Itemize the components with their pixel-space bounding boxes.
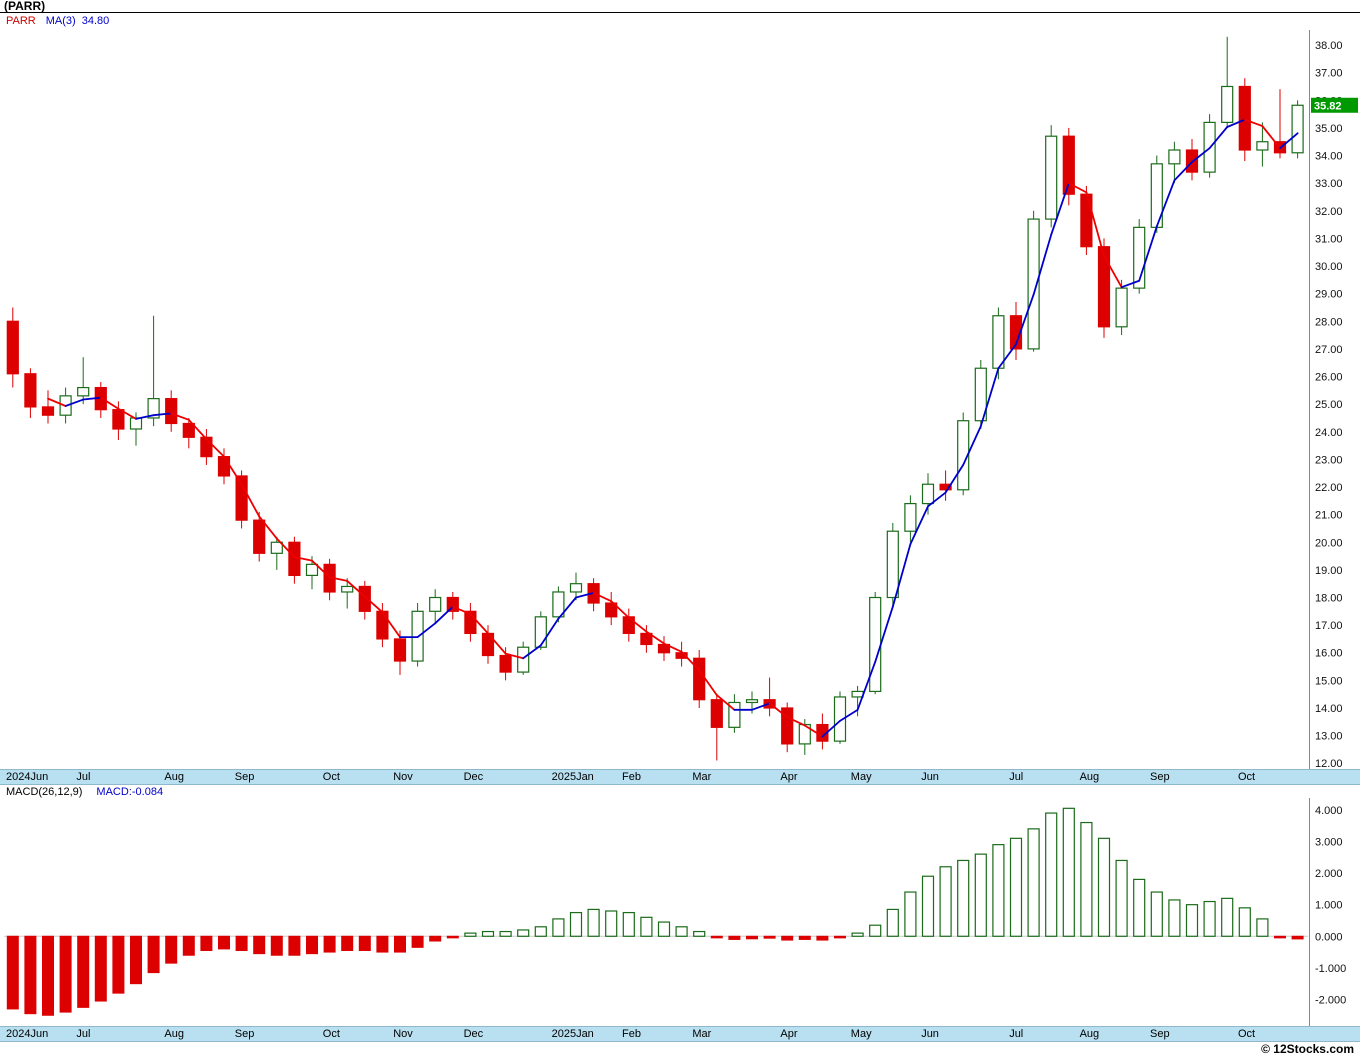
svg-text:-2.000: -2.000 — [1315, 994, 1346, 1006]
svg-text:4.000: 4.000 — [1315, 805, 1343, 817]
svg-text:35.00: 35.00 — [1315, 123, 1343, 135]
svg-text:19.00: 19.00 — [1315, 565, 1343, 577]
month-label: Apr — [780, 771, 798, 783]
month-label: Jun — [921, 1028, 939, 1040]
svg-text:31.00: 31.00 — [1315, 233, 1343, 245]
svg-text:23.00: 23.00 — [1315, 454, 1343, 466]
svg-text:20.00: 20.00 — [1315, 537, 1343, 549]
svg-text:33.00: 33.00 — [1315, 178, 1343, 190]
copyright-footer: © 12Stocks.com — [0, 1042, 1360, 1056]
month-label: 2025Jan — [551, 1028, 594, 1040]
month-label: Mar — [692, 771, 712, 783]
month-label: Jul — [1009, 771, 1024, 783]
svg-text:37.00: 37.00 — [1315, 68, 1343, 80]
copyright-text: © 12Stocks.com — [1261, 1042, 1354, 1056]
macd-histogram — [6, 807, 1304, 1016]
month-label: Nov — [393, 1028, 413, 1040]
svg-text:27.00: 27.00 — [1315, 344, 1343, 356]
price-legend: PARR MA(3) 34.80 — [6, 15, 109, 27]
svg-text:12.00: 12.00 — [1315, 758, 1343, 770]
legend-symbol: PARR — [6, 15, 36, 27]
month-label: Sep — [1150, 771, 1170, 783]
legend-ma-value: 34.80 — [81, 15, 110, 27]
svg-text:24.00: 24.00 — [1315, 427, 1343, 439]
macd-legend: MACD(26,12,9) MACD:-0.084 — [6, 786, 163, 798]
svg-text:32.00: 32.00 — [1315, 206, 1343, 218]
svg-text:34.00: 34.00 — [1315, 151, 1343, 163]
month-label: Nov — [393, 771, 413, 783]
month-label: Aug — [1079, 771, 1100, 783]
page-title: (PARR) — [4, 0, 46, 13]
price-axis-labels: 38.0037.0036.0035.0034.0033.0032.0031.00… — [1315, 40, 1343, 770]
month-label: Mar — [692, 1028, 712, 1040]
month-label: Dec — [463, 771, 484, 783]
svg-text:3.000: 3.000 — [1315, 836, 1343, 848]
ma-line — [47, 118, 1299, 738]
month-label: Sep — [1150, 1028, 1170, 1040]
svg-text:30.00: 30.00 — [1315, 261, 1343, 273]
svg-text:26.00: 26.00 — [1315, 372, 1343, 384]
month-label: Oct — [322, 1028, 340, 1040]
svg-text:1.000: 1.000 — [1315, 900, 1343, 912]
svg-text:28.00: 28.00 — [1315, 316, 1343, 328]
month-label: Sep — [234, 1028, 255, 1040]
svg-text:14.00: 14.00 — [1315, 703, 1343, 715]
x-axis-months-top: 2024Jun Jul Aug Sep Oct Nov Dec 2025Jan Feb Mar Ap… — [0, 769, 1360, 785]
svg-text:22.00: 22.00 — [1315, 482, 1343, 494]
month-label: Sep — [234, 771, 255, 783]
month-label: Jul — [76, 1028, 91, 1040]
x-axis-months-bottom: 2024Jun Jul Aug Sep Oct Nov Dec 2025Jan Feb Mar Ap… — [0, 1026, 1360, 1042]
month-label: 2024Jun — [6, 771, 49, 783]
svg-text:13.00: 13.00 — [1315, 731, 1343, 743]
svg-text:-1.000: -1.000 — [1315, 963, 1346, 975]
svg-text:38.00: 38.00 — [1315, 40, 1343, 52]
month-label: 2024Jun — [6, 1028, 49, 1040]
month-label: Oct — [1238, 1028, 1256, 1040]
month-label: Oct — [1238, 771, 1256, 783]
month-label: Aug — [164, 1028, 184, 1040]
last-price-marker: 35.82 — [1311, 97, 1358, 113]
month-label: Aug — [1079, 1028, 1100, 1040]
svg-text:18.00: 18.00 — [1315, 593, 1343, 605]
month-label: 2025Jan — [551, 771, 594, 783]
svg-text:17.00: 17.00 — [1315, 620, 1343, 632]
svg-text:35.82: 35.82 — [1314, 100, 1342, 112]
month-label: Dec — [463, 1028, 484, 1040]
svg-text:25.00: 25.00 — [1315, 399, 1343, 411]
month-label: Jun — [921, 771, 939, 783]
macd-value: MACD:-0.084 — [96, 786, 164, 798]
macd-axis-labels: 4.000 3.000 2.000 1.000 0.000 -1.000 -2.000 — [1315, 805, 1346, 1007]
candlesticks — [6, 36, 1304, 761]
svg-text:0.000: 0.000 — [1315, 931, 1343, 943]
month-label: Oct — [322, 771, 340, 783]
svg-text:29.00: 29.00 — [1315, 289, 1343, 301]
svg-text:16.00: 16.00 — [1315, 648, 1343, 660]
month-label: Aug — [164, 771, 184, 783]
month-label: May — [850, 1028, 872, 1040]
svg-text:15.00: 15.00 — [1315, 675, 1343, 687]
month-label: Jul — [76, 771, 91, 783]
month-label: Feb — [622, 1028, 641, 1040]
macd-label: MACD(26,12,9) — [6, 786, 83, 798]
month-label: May — [850, 771, 872, 783]
svg-text:2.000: 2.000 — [1315, 868, 1343, 880]
month-label: Apr — [780, 1028, 798, 1040]
month-label: Feb — [622, 771, 641, 783]
svg-text:21.00: 21.00 — [1315, 510, 1343, 522]
chart-title-bar: (PARR) — [0, 0, 1360, 13]
month-label: Jul — [1009, 1028, 1024, 1040]
legend-ma-label: MA(3) — [45, 15, 76, 27]
